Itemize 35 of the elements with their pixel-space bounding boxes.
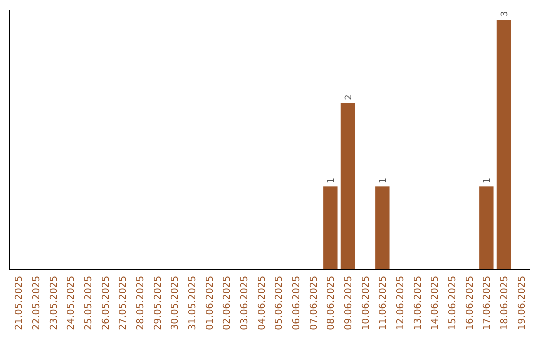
data-label: 1 <box>327 178 338 184</box>
x-tick-label: 10.06.2025 <box>360 276 372 330</box>
x-tick-label: 28.05.2025 <box>136 276 146 330</box>
x-tick-label: 06.06.2025 <box>292 276 302 330</box>
x-tick-label: 15.06.2025 <box>448 276 458 330</box>
x-tick-label: 18.06.2025 <box>500 276 510 330</box>
x-tick-label: 01.06.2025 <box>204 276 216 330</box>
x-tick-label: 12.06.2025 <box>396 276 406 330</box>
x-tick-label: 07.06.2025 <box>308 276 320 330</box>
x-tick-label: 23.05.2025 <box>48 276 60 330</box>
x-tick-label: 03.06.2025 <box>240 276 250 330</box>
x-tick-label: 21.05.2025 <box>14 276 26 330</box>
x-tick-label: 30.05.2025 <box>170 276 182 330</box>
x-tick-label: 27.05.2025 <box>118 276 130 330</box>
x-tick-label: 11.06.2025 <box>378 276 390 330</box>
x-tick-label: 05.06.2025 <box>274 276 286 330</box>
x-tick-label: 19.06.2025 <box>516 276 528 330</box>
x-tick-label: 13.06.2025 <box>412 276 424 330</box>
x-tick-label: 04.06.2025 <box>256 276 268 330</box>
data-label: 1 <box>379 178 390 184</box>
x-tick-label: 16.06.2025 <box>464 276 476 330</box>
x-tick-label: 17.06.2025 <box>482 276 494 330</box>
x-tick-label: 24.05.2025 <box>66 276 78 330</box>
x-tick-label: 02.06.2025 <box>222 276 234 330</box>
data-label: 3 <box>500 11 510 17</box>
x-tick-label: 14.06.2025 <box>430 276 442 330</box>
x-tick-label: 08.06.2025 <box>326 276 338 330</box>
x-tick-label: 31.05.2025 <box>188 276 198 330</box>
x-tick-label: 26.05.2025 <box>100 276 112 330</box>
x-tick-label: 09.06.2025 <box>344 276 354 330</box>
data-label: 1 <box>483 178 494 184</box>
x-tick-label: 25.05.2025 <box>84 276 94 330</box>
x-tick-label: 29.05.2025 <box>152 276 164 330</box>
x-tick-label: 22.05.2025 <box>32 276 42 330</box>
data-label: 2 <box>344 94 354 100</box>
